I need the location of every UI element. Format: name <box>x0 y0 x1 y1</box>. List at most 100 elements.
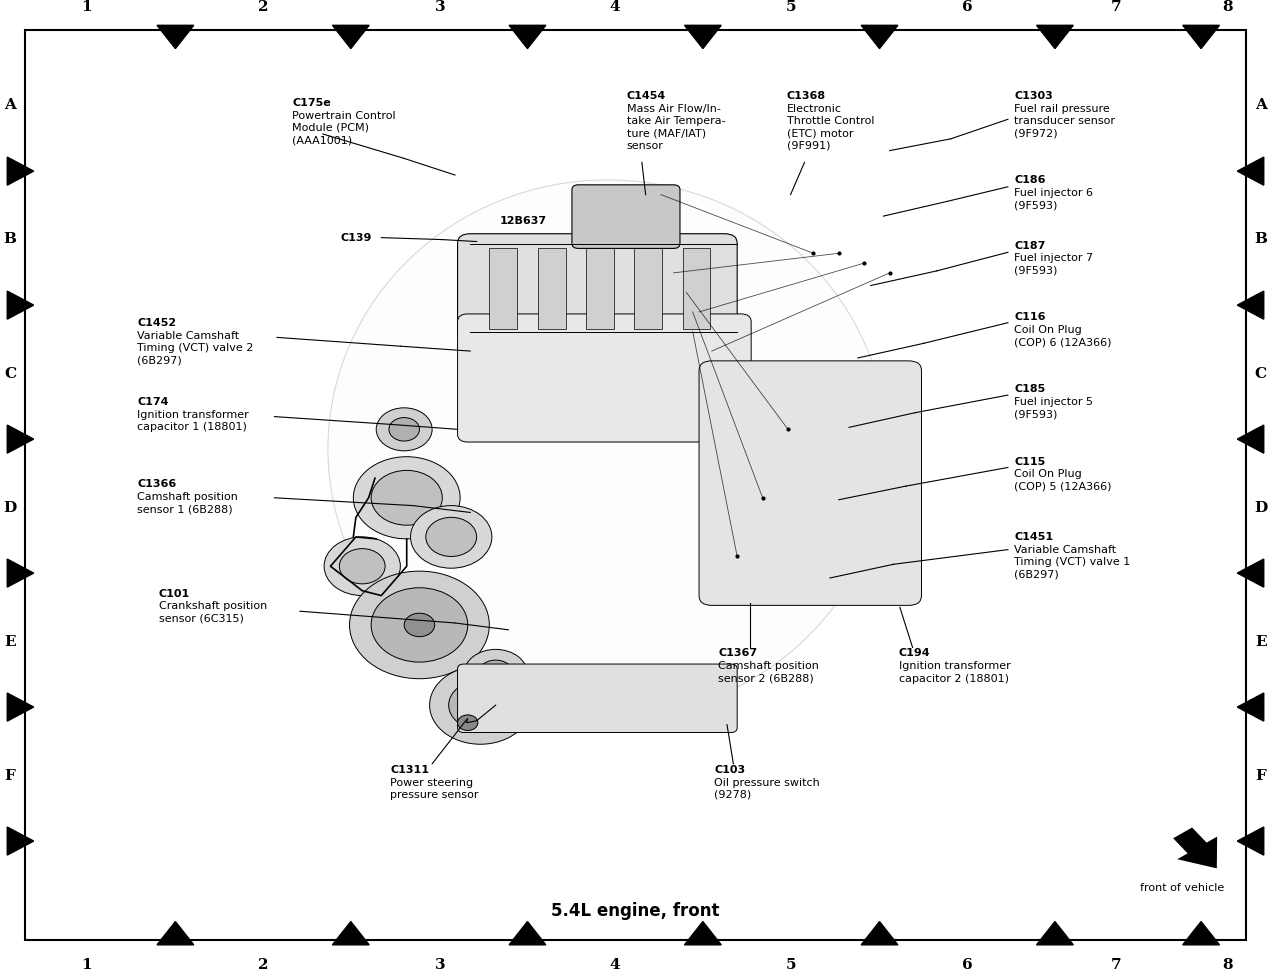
Text: C: C <box>4 366 17 380</box>
Text: Coil On Plug
(COP) 5 (12A366): Coil On Plug (COP) 5 (12A366) <box>1014 469 1112 491</box>
Text: 6: 6 <box>962 0 972 14</box>
Polygon shape <box>685 26 721 50</box>
Text: C1366: C1366 <box>137 479 177 488</box>
Text: Fuel injector 6
(9F593): Fuel injector 6 (9F593) <box>1014 188 1093 210</box>
FancyBboxPatch shape <box>699 361 921 606</box>
FancyBboxPatch shape <box>572 186 680 249</box>
Text: 6: 6 <box>962 957 972 971</box>
Text: C1451: C1451 <box>1014 531 1054 541</box>
Circle shape <box>371 588 468 662</box>
Text: 2: 2 <box>258 0 268 14</box>
Polygon shape <box>8 560 33 587</box>
Circle shape <box>353 457 460 539</box>
Polygon shape <box>1183 26 1219 50</box>
Text: Camshaft position
sensor 2 (6B288): Camshaft position sensor 2 (6B288) <box>718 660 819 683</box>
Text: 2: 2 <box>258 957 268 971</box>
Text: Variable Camshaft
Timing (VCT) valve 2
(6B297): Variable Camshaft Timing (VCT) valve 2 (… <box>137 330 254 365</box>
Text: C139: C139 <box>341 233 372 242</box>
Circle shape <box>376 408 432 451</box>
Text: 5: 5 <box>785 0 796 14</box>
Text: B: B <box>1254 232 1267 245</box>
Text: D: D <box>1254 500 1267 514</box>
Bar <box>634 249 662 329</box>
FancyArrow shape <box>1172 827 1218 870</box>
Bar <box>683 249 710 329</box>
Text: 8: 8 <box>1223 957 1233 971</box>
Text: 4: 4 <box>610 0 620 14</box>
Text: C115: C115 <box>1014 456 1046 466</box>
Polygon shape <box>862 26 897 50</box>
Text: C174: C174 <box>137 397 169 406</box>
Polygon shape <box>685 921 721 945</box>
Circle shape <box>404 614 435 637</box>
Text: 7: 7 <box>1111 957 1121 971</box>
Polygon shape <box>8 828 33 855</box>
FancyBboxPatch shape <box>458 315 751 443</box>
Bar <box>586 249 614 329</box>
Polygon shape <box>8 694 33 721</box>
Text: C186: C186 <box>1014 175 1046 185</box>
Text: C101: C101 <box>159 588 191 598</box>
Text: 7: 7 <box>1111 0 1121 14</box>
Text: C103: C103 <box>714 764 745 774</box>
Polygon shape <box>1037 921 1073 945</box>
Text: C194: C194 <box>899 648 930 658</box>
Text: C1454: C1454 <box>627 91 666 101</box>
Text: 3: 3 <box>435 0 445 14</box>
Circle shape <box>458 715 478 731</box>
Text: D: D <box>4 500 17 514</box>
Text: 4: 4 <box>610 957 620 971</box>
Polygon shape <box>8 426 33 453</box>
Text: C: C <box>1254 366 1267 380</box>
Text: C1452: C1452 <box>137 318 177 327</box>
Text: Ignition transformer
capacitor 1 (18801): Ignition transformer capacitor 1 (18801) <box>137 409 249 432</box>
Text: 8: 8 <box>1223 0 1233 14</box>
Circle shape <box>324 537 400 596</box>
Text: Mass Air Flow/In-
take Air Tempera-
ture (MAF/IAT)
sensor: Mass Air Flow/In- take Air Tempera- ture… <box>627 104 726 150</box>
Polygon shape <box>510 921 545 945</box>
FancyBboxPatch shape <box>458 234 737 342</box>
Text: 3: 3 <box>435 957 445 971</box>
Bar <box>489 249 517 329</box>
Text: 5.4L engine, front: 5.4L engine, front <box>552 902 719 919</box>
Circle shape <box>430 666 531 744</box>
Text: Oil pressure switch
(9278): Oil pressure switch (9278) <box>714 777 820 799</box>
Polygon shape <box>158 26 193 50</box>
Text: C1311: C1311 <box>390 764 430 774</box>
Text: 5: 5 <box>785 957 796 971</box>
Text: F: F <box>5 768 15 782</box>
Polygon shape <box>333 26 369 50</box>
Circle shape <box>371 471 442 526</box>
Text: Fuel rail pressure
transducer sensor
(9F972): Fuel rail pressure transducer sensor (9F… <box>1014 104 1115 139</box>
Polygon shape <box>862 921 897 945</box>
Polygon shape <box>333 921 369 945</box>
Text: C187: C187 <box>1014 240 1046 250</box>
Circle shape <box>464 650 527 699</box>
Circle shape <box>449 681 512 730</box>
Text: B: B <box>4 232 17 245</box>
Text: Power steering
pressure sensor: Power steering pressure sensor <box>390 777 479 799</box>
Polygon shape <box>8 292 33 319</box>
Polygon shape <box>1183 921 1219 945</box>
Circle shape <box>608 682 638 705</box>
Text: Variable Camshaft
Timing (VCT) valve 1
(6B297): Variable Camshaft Timing (VCT) valve 1 (… <box>1014 544 1130 579</box>
Polygon shape <box>1238 158 1263 186</box>
Text: Fuel injector 5
(9F593): Fuel injector 5 (9F593) <box>1014 397 1093 419</box>
FancyBboxPatch shape <box>458 664 737 733</box>
Circle shape <box>411 506 492 569</box>
Circle shape <box>339 549 385 584</box>
Text: C1303: C1303 <box>1014 91 1052 101</box>
Polygon shape <box>510 26 545 50</box>
Text: C175e: C175e <box>292 98 330 107</box>
Text: 12B637: 12B637 <box>500 216 547 226</box>
Text: Fuel injector 7
(9F593): Fuel injector 7 (9F593) <box>1014 253 1093 276</box>
Polygon shape <box>8 158 33 186</box>
Circle shape <box>426 518 477 557</box>
Text: Electronic
Throttle Control
(ETC) motor
(9F991): Electronic Throttle Control (ETC) motor … <box>787 104 874 150</box>
Bar <box>538 249 566 329</box>
Circle shape <box>552 671 597 706</box>
Text: A: A <box>1254 98 1267 111</box>
Polygon shape <box>1238 292 1263 319</box>
Text: 1: 1 <box>81 957 92 971</box>
Text: C185: C185 <box>1014 384 1046 394</box>
